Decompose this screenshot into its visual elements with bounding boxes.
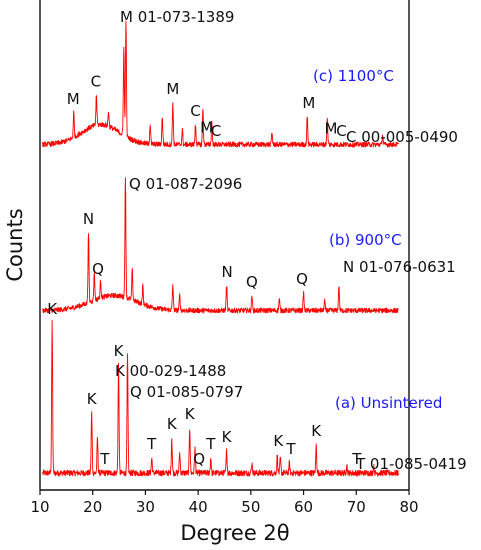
- x-tick-label: 30: [136, 498, 155, 516]
- x-tick-label: 40: [189, 498, 208, 516]
- peak-phase-label: C: [336, 122, 346, 140]
- peak-phase-label: N: [83, 210, 94, 228]
- peak-phase-label: C: [211, 122, 221, 140]
- peak-phase-label: K: [273, 432, 284, 450]
- peak-phase-label: K: [87, 390, 98, 408]
- peak-phase-label: K: [47, 300, 58, 318]
- x-tick-label: 60: [294, 498, 313, 516]
- pattern-unsintered-line: [42, 319, 399, 477]
- y-axis-title: Counts: [3, 208, 27, 281]
- peak-phase-label: M: [302, 94, 315, 112]
- ref-quartz-900-label: Q 01-087-2096: [129, 175, 242, 193]
- x-axis-title: Degree 2θ: [180, 521, 289, 545]
- ref-kaolinite-label: K 00-029-1488: [115, 362, 226, 380]
- pattern-900c-line: [42, 177, 399, 314]
- peak-phase-label: T: [99, 450, 110, 468]
- ref-cristobalite-label: C 00-005-0490: [346, 128, 458, 146]
- x-tick-label: 50: [241, 498, 260, 516]
- peak-phase-label: K: [167, 415, 178, 433]
- peak-phase-label: K: [222, 428, 233, 446]
- peak-phase-label: T: [146, 435, 157, 453]
- peak-phase-label: M: [325, 120, 338, 138]
- peak-phase-label: Q: [193, 450, 205, 468]
- ref-t-phase-label: T 01-085-0419: [355, 455, 467, 473]
- peak-phase-label: Q: [296, 270, 308, 288]
- ref-nepheline-label: N 01-076-0631: [343, 258, 456, 276]
- x-tick-label: 10: [30, 498, 49, 516]
- peak-phase-label: T: [351, 450, 362, 468]
- peak-phase-label: M: [200, 119, 213, 137]
- x-tick-label: 70: [347, 498, 366, 516]
- pattern-1100c-line: [42, 20, 399, 148]
- peak-phase-label: K: [185, 405, 196, 423]
- plot-frame: [39, 0, 410, 491]
- peak-phase-label: N: [222, 263, 233, 281]
- x-ticks: 10 20 30 40 50 60 70 80: [30, 490, 419, 516]
- peak-phase-label: T: [285, 440, 296, 458]
- legend-unsintered: (a) Unsintered: [335, 394, 442, 412]
- legend-900c: (b) 900°C: [329, 231, 402, 249]
- ref-mullite-label: M 01-073-1389: [120, 8, 234, 26]
- peak-phase-label: M: [166, 80, 179, 98]
- x-tick-label: 20: [83, 498, 102, 516]
- x-tick-label: 80: [399, 498, 418, 516]
- ref-quartz-unsintered-label: Q 01-085-0797: [130, 383, 243, 401]
- peak-phase-label: M: [67, 90, 80, 108]
- peak-phase-label: K: [114, 342, 125, 360]
- peak-phase-label: Q: [246, 273, 258, 291]
- peak-phase-label: K: [311, 422, 322, 440]
- legend-1100c: (c) 1100°C: [313, 67, 394, 85]
- peak-phase-label: C: [91, 73, 101, 91]
- peak-phase-label: Q: [92, 260, 104, 278]
- peak-phase-label: T: [205, 435, 216, 453]
- peak-phase-label: C: [190, 102, 200, 120]
